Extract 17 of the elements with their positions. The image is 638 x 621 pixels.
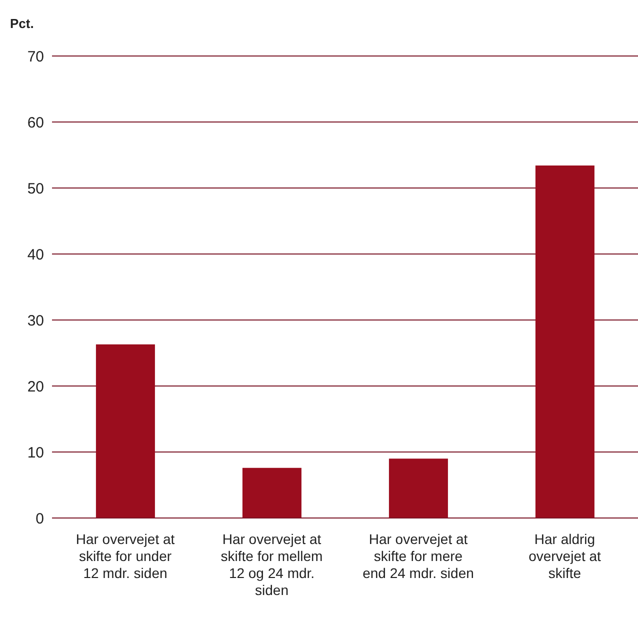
y-tick-label: 50 [27,180,44,198]
bar [96,344,155,518]
bar [242,468,302,518]
x-tick-label: Har overvejet at skifte for mere end 24 mdr. siden [362,531,474,581]
x-tick-label: Har aldrig overvejet at skifte [528,531,602,581]
x-tick-label: Har overvejet at skifte for under 12 mdr. siden [76,531,175,581]
y-tick-label: 10 [27,444,44,462]
x-tick-label: Har overvejet at skifte for mellem 12 og 24 mdr. siden [220,531,323,598]
y-tick-label: 0 [36,510,44,528]
bar [388,458,448,518]
y-tick-label: 20 [27,378,44,396]
y-tick-label: 60 [27,114,44,132]
y-tick-label: 30 [27,312,44,330]
bar [535,166,594,518]
y-tick-label: 70 [27,48,44,66]
y-tick-label: 40 [27,246,44,264]
y-axis-title: Pct. [9,15,35,33]
